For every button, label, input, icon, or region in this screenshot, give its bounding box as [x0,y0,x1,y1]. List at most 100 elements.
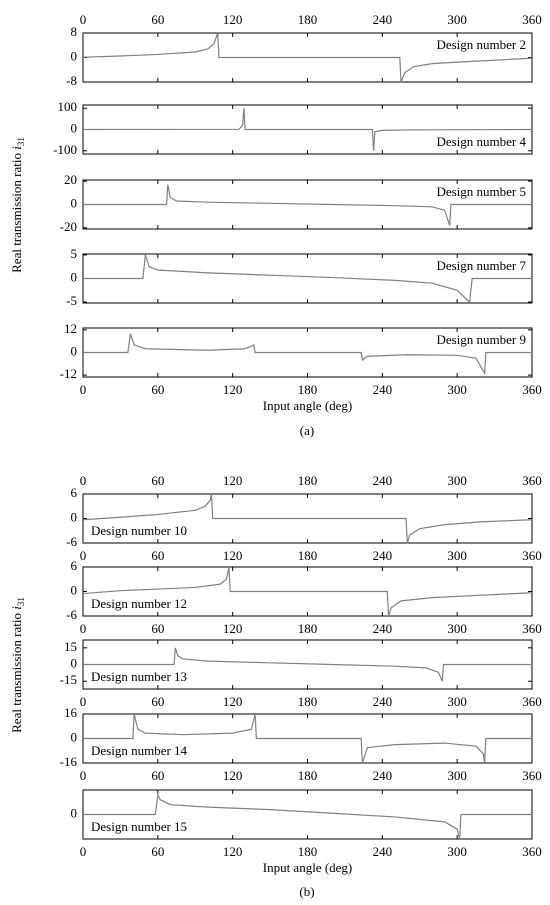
x-tick-label: 60 [151,844,164,859]
annotation: Design number 2 [436,37,526,52]
y-tick-label: 0 [71,509,78,524]
annotation: Design number 10 [91,523,187,538]
y-tick-label: 0 [71,805,78,820]
curve [83,184,532,226]
x-tick-label: 300 [447,473,467,488]
y-tick-label: 0 [71,195,78,210]
curve [83,647,532,682]
y-tick-label: 20 [64,172,77,187]
x-tick-label: 60 [151,768,164,783]
y-tick-label: -15 [60,672,77,687]
y-tick-label: 6 [71,558,78,573]
x-tick-label: 120 [223,12,243,27]
x-tick-label: 300 [447,548,467,563]
x-tick-label: 60 [151,621,164,636]
x-tick-label: 120 [223,473,243,488]
x-tick-label: 120 [223,548,243,563]
y-tick-label: 0 [71,582,78,597]
annotation: Design number 9 [436,332,526,347]
y-tick-label: -6 [66,607,77,622]
x-tick-label: 240 [373,768,393,783]
x-tick-label: 60 [151,473,164,488]
x-axis-label: Input angle (deg) [263,860,353,875]
annotation: Design number 13 [91,669,187,684]
curve [82,566,533,617]
x-tick-label: 360 [522,548,542,563]
x-tick-label: 300 [447,382,467,397]
curve [82,493,533,544]
x-tick-label: 240 [373,844,393,859]
x-tick-label: 240 [373,12,393,27]
x-tick-label: 240 [373,473,393,488]
x-tick-label: 180 [298,473,318,488]
y-tick-label: 0 [71,48,78,63]
x-tick-label: 360 [522,382,542,397]
y-tick-label: 12 [64,321,77,336]
x-axis-label: Input angle (deg) [263,398,353,413]
caption: (a) [300,423,314,438]
y-tick-label: 0 [71,269,78,284]
annotation: Design number 14 [91,743,188,758]
x-tick-label: 60 [151,12,164,27]
y-tick-label: -20 [60,219,77,234]
y-tick-label: 0 [71,655,78,670]
x-tick-label: 60 [151,382,164,397]
x-tick-label: 300 [447,844,467,859]
x-tick-label: 360 [522,621,542,636]
caption: (b) [299,884,314,899]
y-tick-label: -12 [60,366,77,381]
y-tick-label: -5 [66,293,77,308]
y-tick-label: -8 [66,73,77,88]
curve [83,713,532,764]
y-axis-label: Real transmission ratio i31 [9,137,26,273]
x-tick-label: 0 [80,844,87,859]
x-tick-label: 0 [80,694,87,709]
annotation: Design number 5 [436,184,526,199]
x-tick-label: 240 [373,382,393,397]
x-tick-label: 120 [223,694,243,709]
y-tick-label: 0 [71,120,78,135]
x-tick-label: 60 [151,694,164,709]
y-label-var: i [9,606,24,610]
x-tick-label: 0 [80,473,87,488]
y-label-sub: 31 [16,597,26,606]
x-tick-label: 120 [223,621,243,636]
x-tick-label: 360 [522,12,542,27]
y-tick-label: 100 [58,99,78,114]
x-tick-label: 180 [298,12,318,27]
x-tick-label: 360 [522,768,542,783]
x-tick-label: 60 [151,548,164,563]
annotation: Design number 4 [436,134,526,149]
x-tick-label: 300 [447,12,467,27]
y-label-text: Real transmission ratio [9,150,24,273]
y-label-text: Real transmission ratio [9,610,24,733]
y-tick-label: 0 [71,343,78,358]
x-tick-label: 180 [298,382,318,397]
x-tick-label: 0 [80,768,87,783]
x-tick-label: 180 [298,694,318,709]
x-tick-label: 180 [298,844,318,859]
x-tick-label: 180 [298,548,318,563]
x-tick-label: 240 [373,548,393,563]
annotation: Design number 15 [91,819,187,834]
y-tick-label: 8 [71,24,78,39]
x-tick-label: 360 [522,473,542,488]
x-tick-label: 180 [298,621,318,636]
x-tick-label: 0 [80,548,87,563]
annotation: Design number 7 [436,258,526,273]
x-tick-label: 360 [522,694,542,709]
y-label-var: i [9,146,24,150]
curve [83,254,532,304]
y-label-sub: 31 [16,137,26,146]
y-tick-label: -6 [66,534,77,549]
x-tick-label: 120 [223,768,243,783]
curve [83,792,532,840]
x-tick-label: 300 [447,621,467,636]
x-tick-label: 300 [447,768,467,783]
y-tick-label: -100 [53,142,77,157]
y-tick-label: 6 [71,485,78,500]
x-tick-label: 240 [373,694,393,709]
y-tick-label: 15 [64,639,77,654]
x-tick-label: 120 [223,844,243,859]
